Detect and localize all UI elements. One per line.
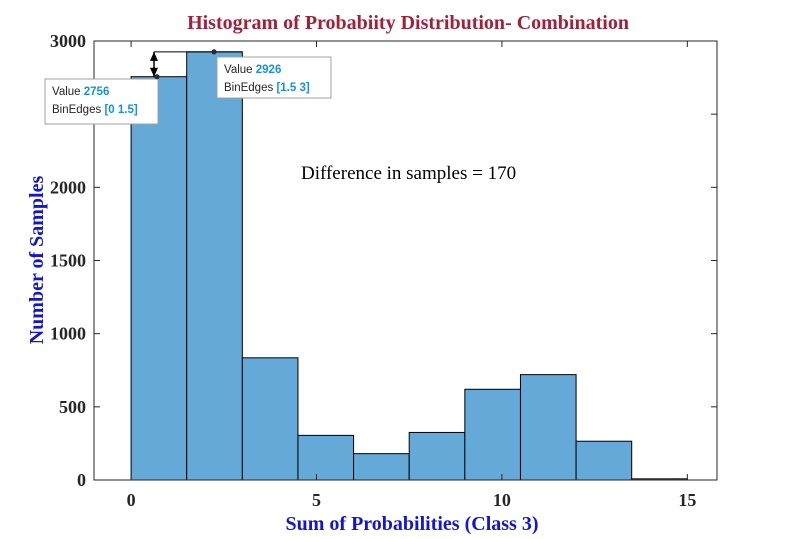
x-tick-label: 15 bbox=[678, 490, 696, 510]
datatips-group: Value 2756 BinEdges [0 1.5] Value 2926 BinE… bbox=[44, 49, 332, 125]
histogram-bar bbox=[519, 374, 577, 481]
datatip-box bbox=[216, 56, 332, 99]
y-tick-label: 1000 bbox=[50, 324, 86, 344]
datatip-edges: [1.5 3] bbox=[276, 82, 309, 94]
datatip-edges-line: BinEdges [0 1.5] bbox=[52, 104, 138, 116]
y-axis-label: Number of Samples bbox=[26, 176, 48, 345]
y-tick-label: 500 bbox=[59, 397, 86, 417]
y-tick-label: 0 bbox=[77, 470, 86, 490]
histogram-bar bbox=[408, 431, 466, 481]
datatip-marker bbox=[154, 74, 160, 80]
ticks-group: 051015050010001500200025003000 bbox=[50, 31, 717, 510]
datatip[interactable]: Value 2926 BinEdges [1.5 3] bbox=[211, 49, 332, 99]
datatip-edges-label: BinEdges bbox=[224, 82, 276, 94]
datatip-edges-line: BinEdges [1.5 3] bbox=[224, 82, 310, 94]
datatip-value-line: Value 2926 bbox=[224, 64, 281, 76]
chart-title: Histogram of Probabiity Distribution- Co… bbox=[187, 12, 629, 34]
datatip-box bbox=[44, 78, 159, 125]
datatip-marker bbox=[211, 49, 217, 55]
datatip[interactable]: Value 2756 BinEdges [0 1.5] bbox=[44, 74, 160, 125]
x-tick-label: 5 bbox=[312, 490, 321, 510]
y-tick-label: 1500 bbox=[50, 251, 86, 271]
datatip-edges: [0 1.5] bbox=[104, 104, 137, 116]
histogram-bar bbox=[241, 357, 299, 481]
histogram-bar bbox=[297, 434, 355, 481]
histogram-bar bbox=[464, 388, 521, 481]
difference-marker bbox=[150, 51, 243, 77]
difference-arrow-head-down bbox=[150, 67, 158, 77]
difference-arrow-head-up bbox=[150, 51, 158, 61]
x-axis-label: Sum of Probabilities (Class 3) bbox=[286, 513, 539, 535]
y-tick-label: 3000 bbox=[50, 31, 86, 51]
datatip-edges-label: BinEdges bbox=[52, 104, 104, 116]
datatip-value-line: Value 2756 bbox=[52, 86, 109, 98]
difference-annotation: Difference in samples = 170 bbox=[301, 163, 516, 184]
histogram-bar bbox=[186, 51, 243, 481]
y-tick-label: 2000 bbox=[50, 177, 86, 197]
histogram-bar bbox=[130, 76, 188, 481]
datatip-value: 2756 bbox=[84, 86, 110, 98]
x-tick-label: 10 bbox=[493, 490, 511, 510]
histogram-bar bbox=[353, 453, 410, 481]
x-tick-label: 0 bbox=[127, 490, 136, 510]
bars-group bbox=[130, 51, 688, 481]
histogram-bar bbox=[575, 440, 633, 481]
datatip-value-label: Value bbox=[52, 86, 84, 98]
datatip-value-label: Value bbox=[224, 64, 256, 76]
datatip-value: 2926 bbox=[256, 64, 282, 76]
